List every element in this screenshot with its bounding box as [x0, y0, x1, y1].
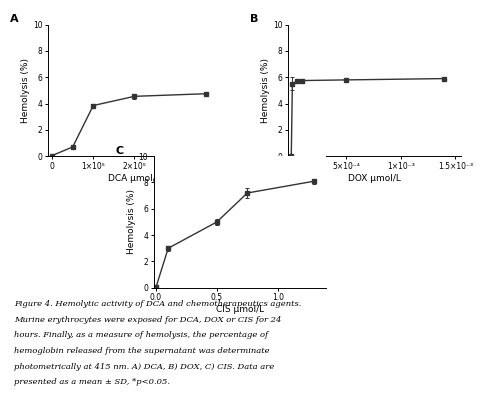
X-axis label: DCA μmol/L: DCA μmol/L — [108, 173, 161, 182]
Y-axis label: Hemolysis (%): Hemolysis (%) — [127, 189, 136, 254]
X-axis label: DOX μmol/L: DOX μmol/L — [348, 173, 401, 182]
Text: hemoglobin released from the supernatant was determinate: hemoglobin released from the supernatant… — [14, 347, 270, 355]
Text: B: B — [250, 14, 258, 24]
Text: Murine erythrocytes were exposed for DCA, DOX or CIS for 24: Murine erythrocytes were exposed for DCA… — [14, 316, 282, 323]
Y-axis label: Hemolysis (%): Hemolysis (%) — [261, 58, 270, 123]
X-axis label: CIS μmol/L: CIS μmol/L — [216, 305, 264, 314]
Y-axis label: Hemolysis (%): Hemolysis (%) — [21, 58, 30, 123]
Text: C: C — [116, 145, 124, 156]
Text: hours. Finally, as a measure of hemolysis, the percentage of: hours. Finally, as a measure of hemolysi… — [14, 331, 268, 339]
Text: Figure 4. Hemolytic activity of DCA and chemotherapeutics agents.: Figure 4. Hemolytic activity of DCA and … — [14, 300, 302, 308]
Text: A: A — [10, 14, 19, 24]
Text: photometrically at 415 nm. A) DCA, B) DOX, C) CIS. Data are: photometrically at 415 nm. A) DCA, B) DO… — [14, 363, 275, 370]
Text: presented as a mean ± SD, *p<0.05.: presented as a mean ± SD, *p<0.05. — [14, 378, 170, 386]
